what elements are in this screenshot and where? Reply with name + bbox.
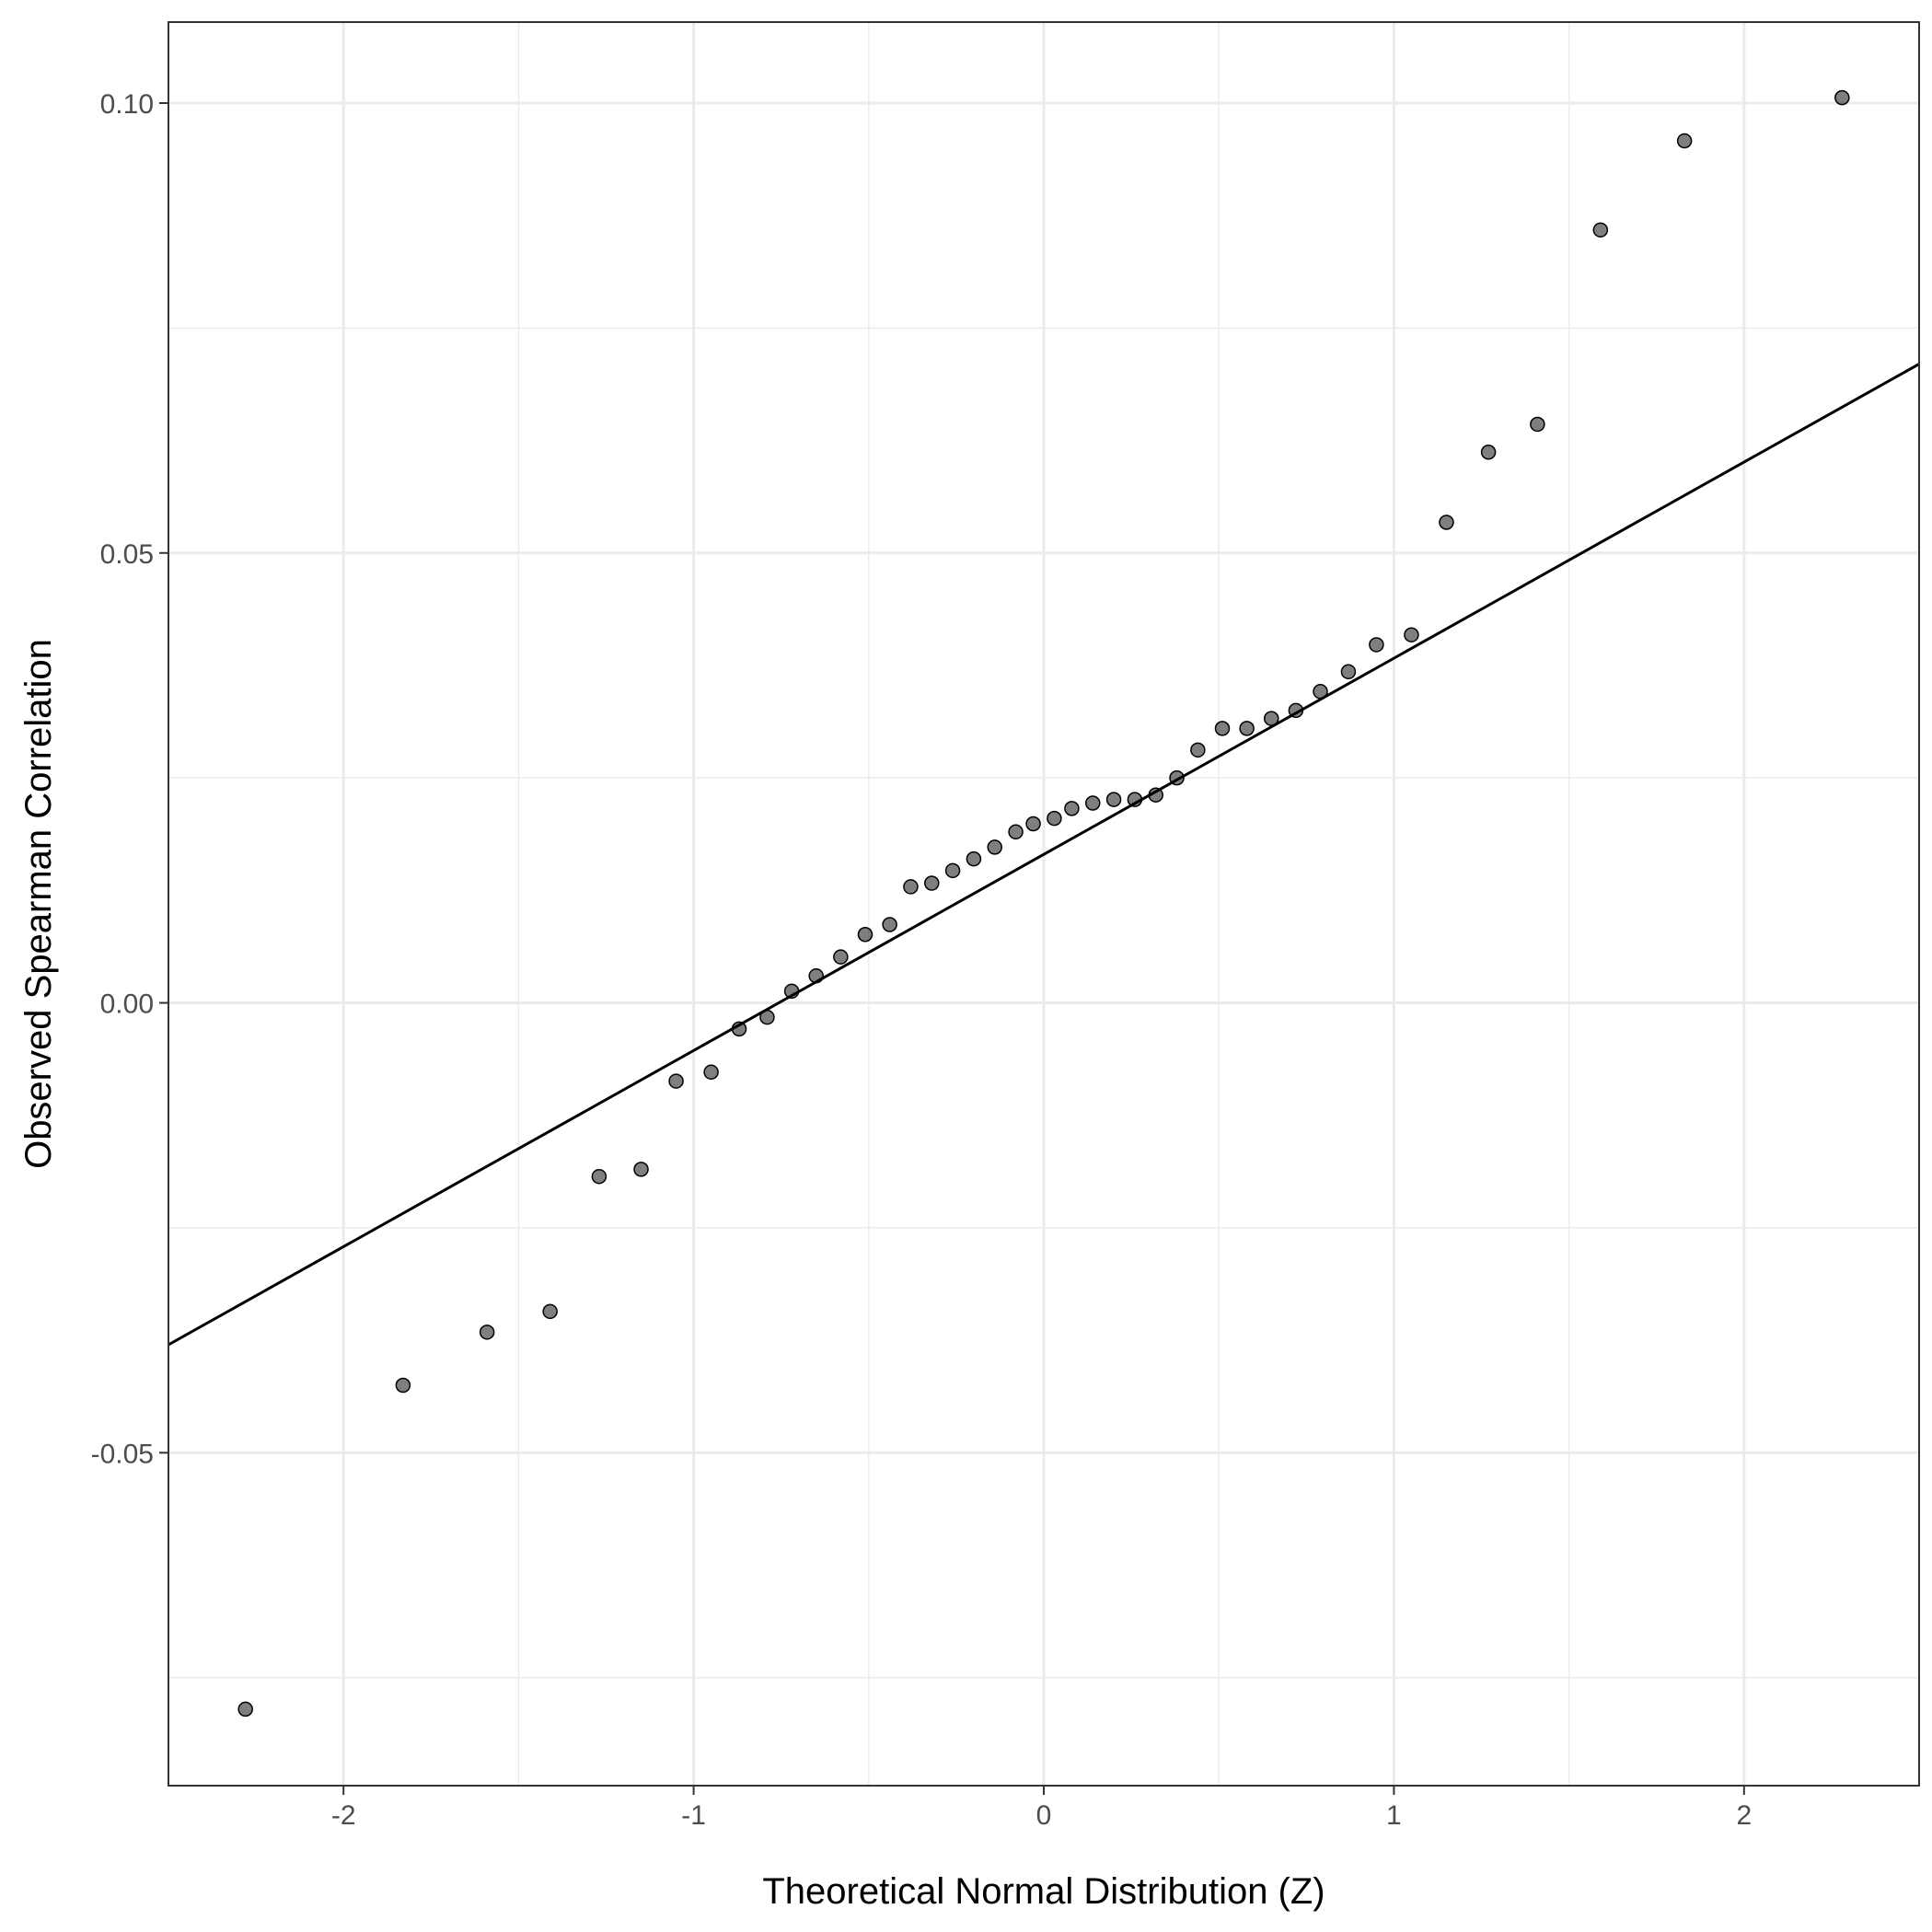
data-point <box>1047 810 1062 827</box>
reference-line <box>168 363 1919 1347</box>
data-point <box>1404 627 1419 642</box>
x-tick-label: -2 <box>331 1800 356 1831</box>
data-point <box>591 1168 607 1185</box>
data-point <box>1239 721 1255 736</box>
data-point <box>395 1377 411 1394</box>
data-point <box>1064 801 1080 816</box>
data-point <box>1008 824 1024 840</box>
data-point <box>1369 637 1384 653</box>
y-axis-ticks: -0.05 0.00 0.05 0.10 <box>91 89 168 1469</box>
data-points <box>237 89 1850 1718</box>
y-tick-label: -0.05 <box>91 1439 154 1469</box>
data-point <box>1190 742 1206 758</box>
x-axis-title: Theoretical Normal Distribution (Z) <box>762 1871 1325 1912</box>
major-gridlines <box>168 22 1919 1786</box>
data-point <box>1127 792 1143 807</box>
data-point <box>1085 795 1101 811</box>
x-tick-label: 0 <box>1036 1800 1052 1831</box>
data-point <box>903 879 919 895</box>
data-point <box>633 1162 649 1177</box>
data-point <box>882 917 897 932</box>
data-point <box>668 1073 684 1089</box>
data-point <box>1025 816 1041 832</box>
data-point <box>237 1701 253 1718</box>
data-point <box>1313 684 1328 700</box>
data-point <box>1105 792 1122 807</box>
x-tick-label: -1 <box>681 1800 706 1831</box>
x-tick-label: 2 <box>1736 1800 1752 1831</box>
y-tick-label: 0.10 <box>100 89 154 120</box>
y-tick-label: 0.05 <box>100 539 154 570</box>
data-point <box>808 967 824 984</box>
data-point <box>731 1021 747 1037</box>
data-point <box>1834 89 1850 106</box>
x-tick-label: 1 <box>1386 1800 1402 1831</box>
data-point <box>1439 515 1454 530</box>
data-point <box>1148 787 1163 803</box>
data-point <box>833 949 849 965</box>
reference-line-layer <box>168 363 1919 1347</box>
data-point <box>1214 721 1231 736</box>
data-point <box>479 1325 495 1340</box>
data-point <box>1530 416 1545 433</box>
data-point <box>1264 711 1279 726</box>
data-point <box>542 1303 558 1320</box>
data-point <box>1288 702 1304 719</box>
data-point <box>944 862 961 879</box>
x-axis-ticks: -2 -1 0 1 2 <box>331 1786 1752 1831</box>
data-point <box>1169 769 1185 786</box>
data-point <box>1592 222 1609 238</box>
y-axis-title: Observed Spearman Correlation <box>18 639 59 1169</box>
data-point <box>924 875 940 891</box>
data-point <box>1676 133 1693 149</box>
data-point <box>759 1009 775 1025</box>
data-point <box>857 926 873 943</box>
data-point <box>966 850 982 867</box>
data-point <box>1480 445 1497 460</box>
data-point <box>987 839 1002 855</box>
data-point <box>703 1064 719 1081</box>
data-point <box>1340 664 1357 680</box>
data-point <box>783 983 800 1000</box>
y-tick-label: 0.00 <box>100 989 154 1020</box>
